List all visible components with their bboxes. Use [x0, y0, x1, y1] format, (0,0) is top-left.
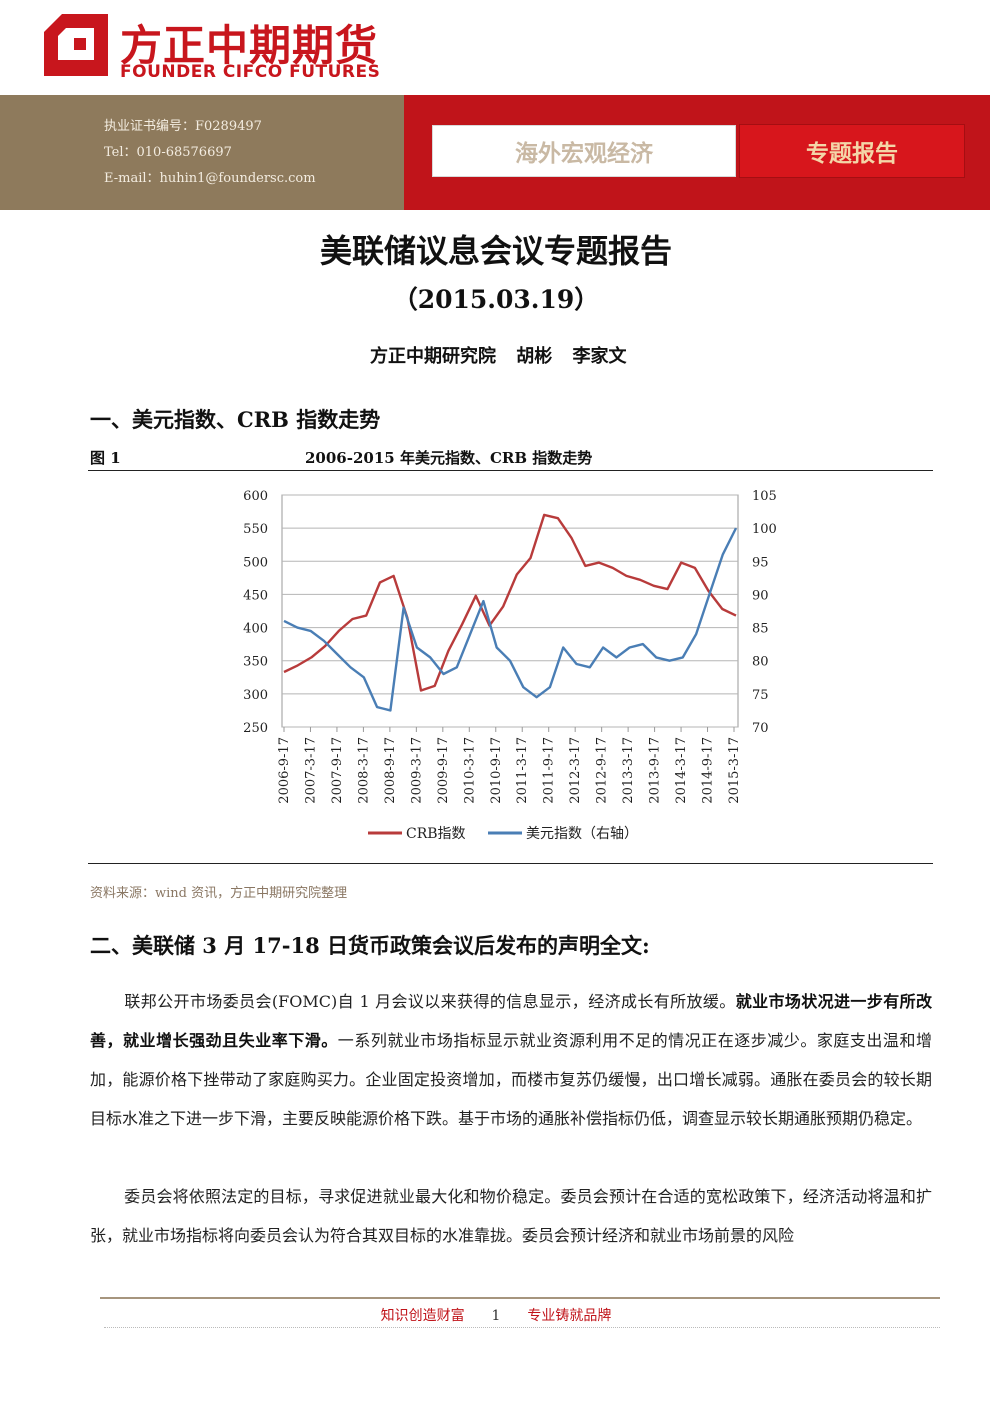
crb-index-line [283, 513, 737, 692]
x-tick-label: 2009-9-17 [436, 737, 451, 804]
y-right-tick-label: 85 [752, 622, 769, 637]
company-logo: 方正中期期货 FOUNDER CIFCO FUTURES [40, 10, 400, 82]
page-number: 1 [491, 1308, 501, 1324]
footer-dotted-rule [104, 1327, 940, 1328]
x-tick-label: 2010-9-17 [489, 737, 504, 804]
x-tick-label: 2010-3-17 [462, 737, 477, 804]
report-authors: 方正中期研究院 胡彬 李家文 [370, 346, 627, 367]
usd-index-line [283, 527, 738, 712]
paragraph-1-bold: 就业市场状况进一步有所改善，就业增长强劲且失业率下滑。 [90, 992, 932, 1050]
figure-source: 资料来源：wind 资讯，方正中期研究院整理 [90, 886, 348, 901]
y-left-tick-label: 450 [243, 588, 268, 603]
y-left-tick-label: 350 [243, 655, 268, 670]
y-left-tick-label: 550 [243, 522, 268, 537]
y-right-tick-label: 100 [752, 522, 777, 537]
x-tick-label: 2011-3-17 [515, 737, 530, 804]
x-tick-label: 2012-9-17 [595, 737, 610, 804]
x-tick-label: 2014-3-17 [674, 737, 689, 804]
category-tab-macro: 海外宏观经济 [432, 125, 736, 177]
y-left-tick-label: 400 [243, 622, 268, 637]
x-tick-label: 2009-3-17 [409, 737, 424, 804]
logo-mark-icon [44, 14, 108, 76]
figure-title: 2006-2015 年美元指数、CRB 指数走势 [305, 449, 593, 467]
figure-bottom-rule [88, 863, 933, 864]
paragraph-1-part-a: 联邦公开市场委员会(FOMC)自 1 月会议以来获得的信息显示，经济成长有所放缓… [124, 992, 736, 1011]
footer-slogan-right: 专业铸就品牌 [527, 1308, 612, 1324]
footer-slogan-left: 知识创造财富 [380, 1308, 465, 1324]
paragraph-2-text: 委员会将依照法定的目标，寻求促进就业最大化和物价稳定。委员会预计在合适的宽松政策… [90, 1187, 932, 1245]
section-heading-1: 一、美元指数、CRB 指数走势 [90, 407, 381, 432]
y-right-tick-label: 80 [752, 655, 769, 670]
category-tab-special-report: 专题报告 [739, 124, 965, 178]
license-number: 执业证书编号：F0289497 [104, 119, 262, 134]
x-tick-label: 2007-3-17 [303, 737, 318, 804]
y-right-tick-label: 105 [752, 489, 777, 504]
report-date: （2015.03.19） [392, 285, 600, 314]
footer-rule [100, 1297, 940, 1299]
legend-label: CRB指数 [406, 826, 466, 842]
contact-tel: Tel：010-68576697 [104, 145, 232, 160]
y-left-tick-label: 250 [243, 721, 268, 736]
page-footer: 知识创造财富 1 专业铸就品牌 [0, 1305, 992, 1325]
y-right-tick-label: 90 [752, 588, 769, 603]
x-tick-label: 2006-9-17 [277, 737, 292, 804]
y-right-tick-label: 75 [752, 688, 769, 703]
y-right-tick-label: 95 [752, 555, 769, 570]
x-tick-label: 2007-9-17 [330, 737, 345, 804]
figure-top-rule [88, 470, 933, 471]
legend-label: 美元指数（右轴） [526, 826, 638, 842]
logo-cn-text: 方正中期期货 [120, 21, 379, 70]
paragraph-1: 联邦公开市场委员会(FOMC)自 1 月会议以来获得的信息显示，经济成长有所放缓… [90, 982, 932, 1138]
x-tick-label: 2011-9-17 [542, 737, 557, 804]
x-tick-label: 2013-9-17 [648, 737, 663, 804]
figure-label: 图 1 [90, 449, 121, 467]
x-tick-label: 2015-3-17 [727, 737, 742, 804]
x-tick-label: 2013-3-17 [621, 737, 636, 804]
x-tick-label: 2008-3-17 [356, 737, 371, 804]
report-title: 美联储议息会议专题报告 [319, 232, 672, 270]
plot-area [281, 494, 739, 728]
x-tick-label: 2012-3-17 [568, 737, 583, 804]
section-heading-2: 二、美联储 3 月 17-18 日货币政策会议后发布的声明全文: [90, 933, 650, 958]
y-left-tick-label: 500 [243, 555, 268, 570]
contact-panel: 执业证书编号：F0289497 Tel：010-68576697 E-mail：… [0, 95, 404, 210]
contact-email: E-mail：huhin1@foundersc.com [104, 171, 316, 186]
dollar-crb-chart: 600 550 500 450 400 350 300 250 105 100 95 90 85 80 7… [243, 489, 777, 842]
paragraph-2: 委员会将依照法定的目标，寻求促进就业最大化和物价稳定。委员会预计在合适的宽松政策… [90, 1177, 932, 1255]
logo-en-text: FOUNDER CIFCO FUTURES [120, 62, 381, 82]
x-tick-label: 2014-9-17 [701, 737, 716, 804]
y-left-tick-label: 300 [243, 688, 268, 703]
paragraph-1-part-c: 一系列就业市场指标显示就业资源利用不足的情况正在逐步减少。家庭支出温和增加，能源… [90, 1031, 932, 1128]
y-left-tick-label: 600 [243, 489, 268, 504]
y-right-tick-label: 70 [752, 721, 769, 736]
x-tick-label: 2008-9-17 [383, 737, 398, 804]
